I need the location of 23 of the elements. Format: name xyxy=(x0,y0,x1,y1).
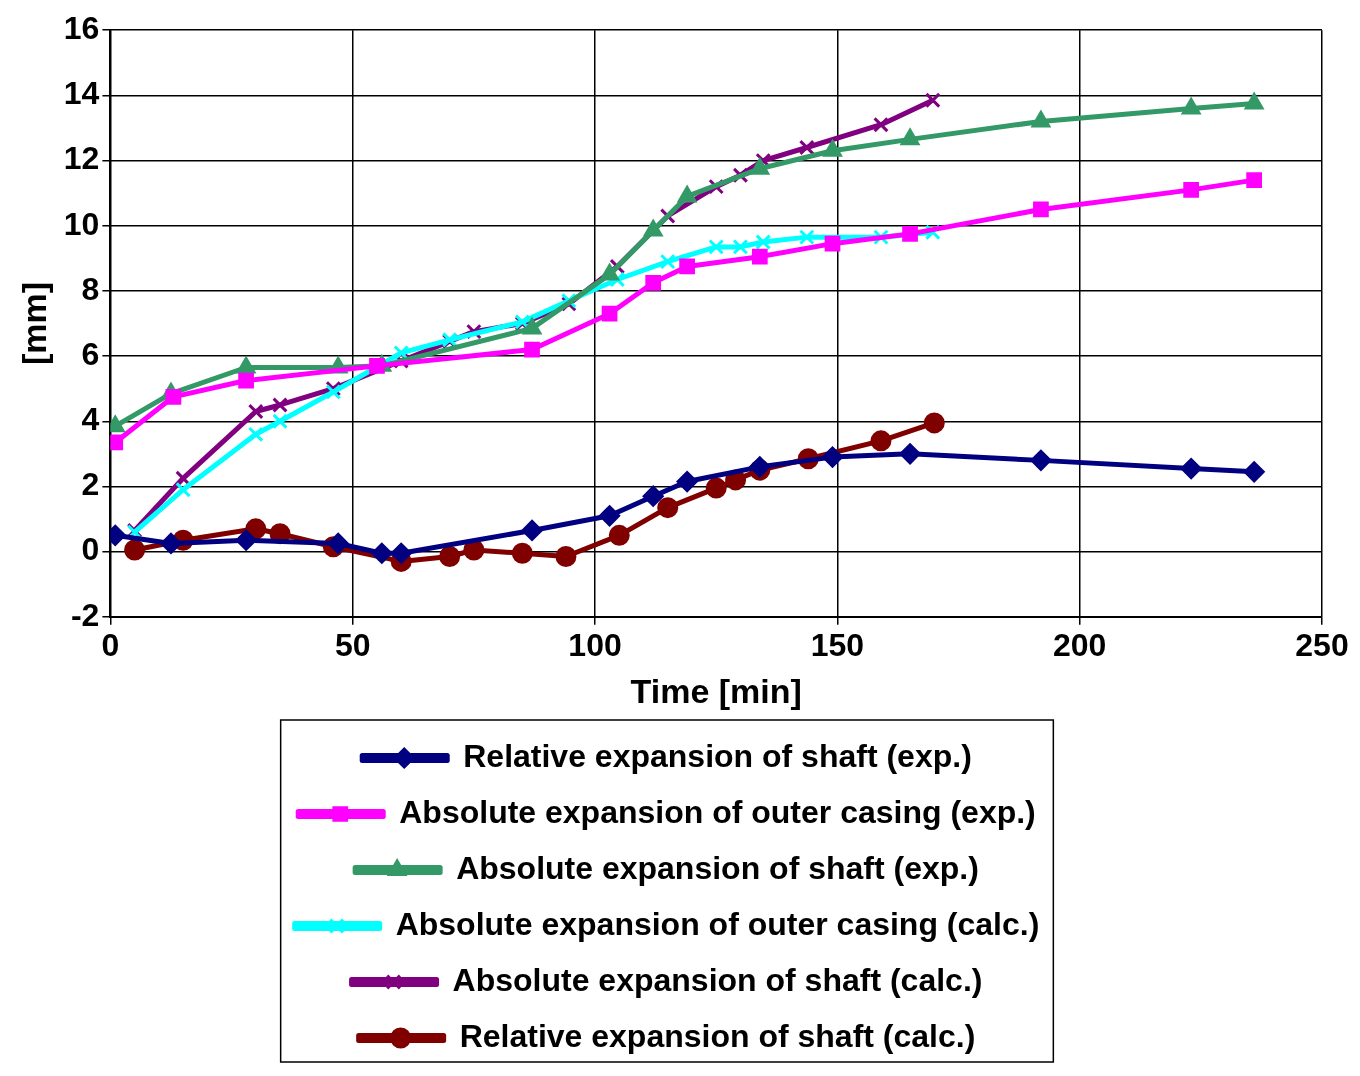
y-tick-label: 4 xyxy=(81,401,100,438)
y-tick-label: 10 xyxy=(63,205,100,242)
y-axis-title: [mm] xyxy=(14,281,53,366)
x-tick-label: 250 xyxy=(1295,626,1349,663)
y-tick-label: 8 xyxy=(81,270,100,307)
legend-label: Absolute expansion of shaft (calc.) xyxy=(452,961,983,998)
legend-label: Absolute expansion of shaft (exp.) xyxy=(456,849,979,886)
x-tick-label: 100 xyxy=(568,626,622,663)
legend-label: Absolute expansion of outer casing (exp.) xyxy=(399,793,1036,830)
x-axis-title: Time [min] xyxy=(630,671,802,710)
y-tick-label: -2 xyxy=(70,596,100,633)
legend-label: Relative expansion of shaft (exp.) xyxy=(463,737,972,774)
y-tick-label: 6 xyxy=(81,335,100,372)
x-tick-label: 150 xyxy=(810,626,865,663)
x-tick-label: 50 xyxy=(334,626,371,663)
y-tick-label: 12 xyxy=(63,140,100,177)
legend-label: Relative expansion of shaft (calc.) xyxy=(459,1017,976,1054)
y-tick-label: 16 xyxy=(63,10,100,47)
y-tick-label: 0 xyxy=(81,531,100,568)
x-tick-label: 200 xyxy=(1052,626,1107,663)
legend-label: Absolute expansion of outer casing (calc.) xyxy=(395,905,1040,942)
y-tick-label: 14 xyxy=(63,75,100,112)
y-tick-label: 2 xyxy=(81,466,100,503)
